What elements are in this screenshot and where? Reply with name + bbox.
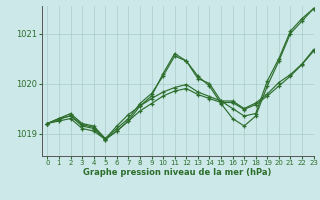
- X-axis label: Graphe pression niveau de la mer (hPa): Graphe pression niveau de la mer (hPa): [84, 168, 272, 177]
